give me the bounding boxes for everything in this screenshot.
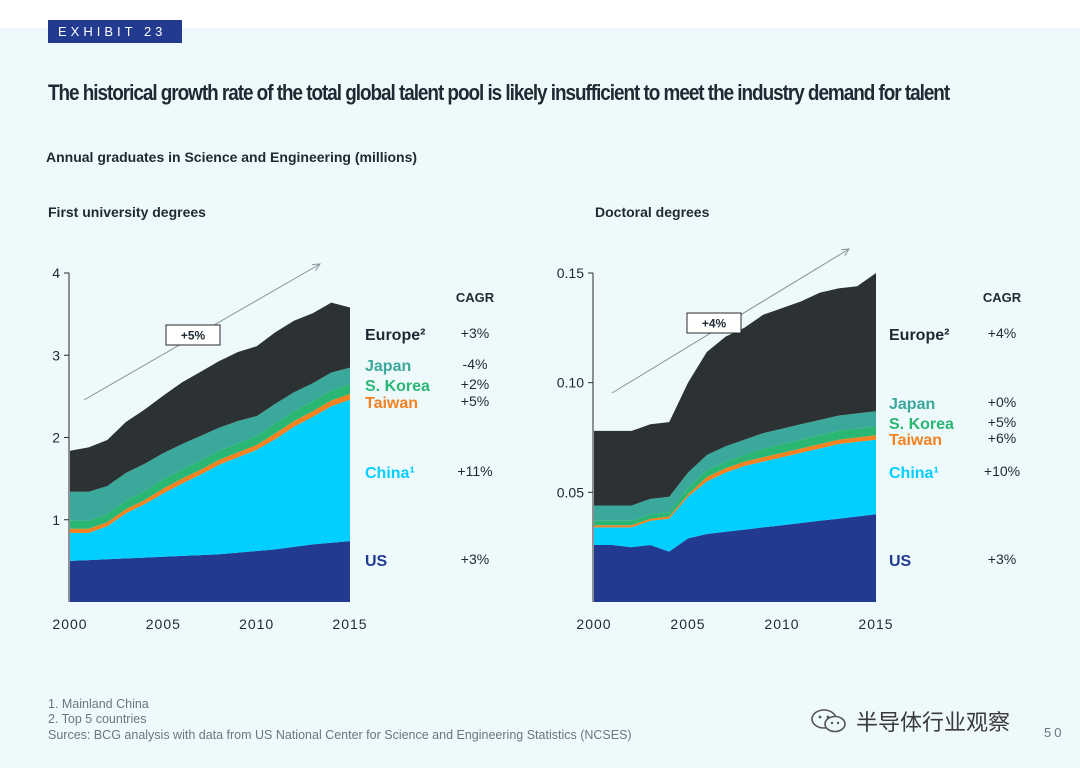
series-label-us: US: [365, 553, 388, 570]
footnote-1: 1. Mainland China: [48, 697, 149, 711]
area-china: [70, 399, 350, 561]
series-label-taiwan: Taiwan: [365, 395, 418, 412]
cagr-value-us: +3%: [461, 551, 489, 567]
area-taiwan: [70, 393, 350, 533]
chart-doctoral-degrees: 0.05 0.10 0.15 2000 2005 2010 2015 +4% CAGR US +3%…: [557, 248, 1022, 632]
y-tick-label: 0.10: [557, 375, 584, 391]
cagr-value-japan: -4%: [463, 356, 488, 372]
cagr-value-china: +10%: [984, 463, 1020, 479]
series-label-china: China¹: [889, 465, 939, 482]
chart-subtitle: Annual graduates in Science and Engineer…: [46, 149, 418, 165]
chart-first-university-degrees: 1 2 3 4 2000 2005 2010 2015 +5% CAGR US +3% China¹ +1…: [52, 263, 495, 632]
area-china: [594, 439, 876, 552]
cagr-value-taiwan: +6%: [988, 430, 1016, 446]
series-label-s-korea: S. Korea: [365, 378, 430, 395]
y-tick-label: 2: [52, 430, 60, 446]
page-number: 50: [1044, 725, 1065, 740]
x-tick-label: 2015: [332, 616, 367, 632]
footnote-sources: Surces: BCG analysis with data from US N…: [48, 728, 632, 742]
series-label-taiwan: Taiwan: [889, 432, 942, 449]
cagr-value-europe: +3%: [461, 325, 489, 341]
series-label-japan: Japan: [889, 396, 935, 413]
cagr-header: CAGR: [456, 290, 495, 305]
cagr-value-taiwan: +5%: [461, 393, 489, 409]
y-tick-label: 4: [52, 265, 60, 281]
trend-arrow-head: [840, 248, 850, 256]
series-label-china: China¹: [365, 465, 415, 482]
area-us: [70, 541, 350, 602]
area-japan: [594, 411, 876, 521]
area-japan: [70, 367, 350, 521]
series-label-japan: Japan: [365, 358, 411, 375]
cagr-value-china: +11%: [457, 463, 492, 479]
area-s-korea: [70, 384, 350, 529]
panel-title-first-degrees: First university degrees: [48, 204, 206, 220]
trend-label: +5%: [181, 329, 206, 343]
trend-label-box: [165, 324, 221, 346]
cagr-value-europe: +4%: [988, 325, 1016, 341]
area-europe: [594, 273, 876, 506]
cagr-header: CAGR: [983, 290, 1022, 305]
y-tick-label: 1: [52, 512, 60, 528]
x-tick-label: 2000: [52, 616, 87, 632]
series-label-europe: Europe²: [889, 327, 949, 344]
series-label-us: US: [889, 553, 912, 570]
cagr-value-s-korea: +2%: [461, 376, 489, 392]
area-us: [594, 514, 876, 602]
y-tick-label: 0.15: [557, 265, 584, 281]
headline: The historical growth rate of the total …: [48, 80, 950, 105]
x-tick-label: 2005: [670, 616, 705, 632]
cagr-value-s-korea: +5%: [988, 414, 1016, 430]
watermark-text: 半导体行业观察: [856, 710, 1011, 735]
trend-label-box: [686, 312, 742, 334]
footnote-2: 2. Top 5 countries: [48, 712, 147, 726]
area-s-korea: [594, 426, 876, 526]
panel-title-doctoral: Doctoral degrees: [595, 204, 710, 220]
y-tick-label: 3: [52, 347, 60, 363]
y-tick-label: 0.05: [557, 484, 584, 500]
x-tick-label: 2005: [146, 616, 181, 632]
exhibit-label: EXHIBIT 23: [48, 20, 182, 43]
x-tick-label: 2010: [764, 616, 799, 632]
series-label-europe: Europe²: [365, 327, 425, 344]
trend-label: +4%: [702, 317, 727, 331]
series-label-s-korea: S. Korea: [889, 416, 954, 433]
cagr-value-us: +3%: [988, 551, 1016, 567]
trend-arrow-head: [311, 263, 321, 271]
area-europe: [70, 302, 350, 492]
x-tick-label: 2010: [239, 616, 274, 632]
wechat-icon: [811, 709, 846, 733]
cagr-value-japan: +0%: [988, 394, 1016, 410]
x-tick-label: 2015: [858, 616, 893, 632]
x-tick-label: 2000: [576, 616, 611, 632]
